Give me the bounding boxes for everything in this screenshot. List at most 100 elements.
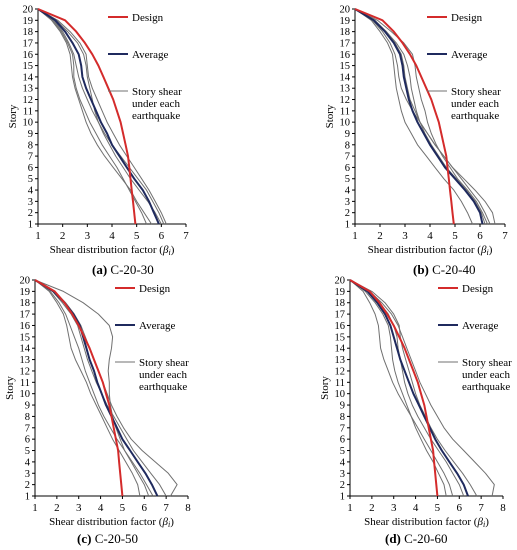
x-tick-label: 1 (347, 502, 353, 514)
y-tick-label: 10 (340, 118, 351, 129)
y-tick-label: 11 (335, 378, 345, 389)
x-tick-label: 3 (85, 230, 91, 242)
y-tick-label: 16 (340, 50, 351, 61)
y-tick-label: 19 (335, 287, 346, 298)
x-tick-label: 5 (134, 230, 140, 242)
design-line (37, 8, 137, 225)
y-tick-label: 4 (28, 186, 34, 197)
legend-earthquake-label-3: earthquake (132, 110, 180, 122)
y-tick-label: 8 (25, 412, 30, 423)
y-tick-label: 7 (340, 423, 345, 434)
y-tick-label: 18 (20, 298, 31, 309)
x-tick-label: 6 (457, 502, 463, 514)
y-tick-label: 8 (340, 412, 345, 423)
y-tick-label: 17 (23, 38, 34, 49)
y-tick-label: 2 (340, 480, 345, 491)
y-tick-label: 15 (20, 332, 31, 343)
legend-design-label: Design (451, 12, 483, 24)
y-tick-label: 20 (23, 5, 34, 16)
y-tick-label: 13 (335, 355, 346, 366)
y-tick-label: 10 (20, 389, 31, 400)
y-tick-label: 3 (340, 469, 345, 480)
x-tick-label: 7 (502, 230, 508, 242)
y-tick-label: 2 (345, 208, 350, 219)
earthquake-line-eq2 (349, 279, 478, 497)
y-tick-label: 16 (335, 321, 346, 332)
y-tick-label: 2 (25, 480, 30, 491)
y-tick-label: 11 (340, 106, 350, 117)
legend-earthquake-label-1: Story shear (139, 357, 189, 369)
legend-earthquake-label-1: Story shear (451, 86, 501, 98)
legend-earthquake-label-1: Story shear (132, 86, 182, 98)
legend-earthquake-label-2: under each (462, 369, 510, 381)
earthquake-line-eq2 (354, 8, 488, 225)
x-axis-title: Shear distribution factor (βi) (364, 516, 489, 529)
y-tick-label: 6 (345, 163, 350, 174)
y-tick-label: 14 (23, 72, 34, 83)
y-tick-label: 14 (20, 344, 31, 355)
y-tick-label: 5 (25, 446, 30, 457)
x-tick-label: 2 (60, 230, 66, 242)
y-tick-label: 20 (20, 276, 31, 287)
earthquake-line-eq5 (349, 279, 447, 497)
legend-average-label: Average (132, 49, 169, 61)
y-tick-label: 8 (345, 140, 350, 151)
y-tick-label: 20 (340, 5, 351, 16)
x-tick-label: 3 (402, 230, 408, 242)
earthquake-line-eq3 (349, 279, 454, 497)
caption-b: (b) C-20-40 (413, 262, 475, 278)
average-line (349, 279, 469, 497)
y-tick-label: 20 (335, 276, 346, 287)
x-axis-title: Shear distribution factor (βi) (49, 516, 174, 529)
legend-earthquake-label-3: earthquake (139, 381, 187, 393)
caption-letter: (d) (385, 531, 401, 546)
x-tick-label: 6 (477, 230, 483, 242)
y-tick-label: 9 (25, 401, 30, 412)
caption-a: (a) C-20-30 (92, 262, 154, 278)
y-tick-label: 19 (20, 287, 31, 298)
x-tick-label: 7 (163, 502, 169, 514)
y-tick-label: 14 (335, 344, 346, 355)
y-tick-label: 15 (335, 332, 346, 343)
x-tick-label: 3 (76, 502, 82, 514)
x-tick-label: 4 (413, 502, 419, 514)
y-tick-label: 19 (23, 16, 34, 27)
earthquake-line-eq1 (354, 8, 496, 225)
y-tick-label: 4 (25, 457, 31, 468)
caption-name: C-20-30 (110, 262, 154, 277)
y-tick-label: 6 (340, 435, 345, 446)
y-tick-label: 11 (23, 106, 33, 117)
y-tick-label: 3 (25, 469, 30, 480)
y-tick-label: 13 (23, 84, 34, 95)
y-tick-label: 2 (28, 208, 33, 219)
x-tick-label: 2 (377, 230, 383, 242)
legend-design-label: Design (139, 283, 171, 295)
legend-design-label: Design (132, 12, 164, 24)
y-axis-title: Story (4, 376, 16, 400)
y-tick-label: 5 (340, 446, 345, 457)
caption-name: C-20-60 (404, 531, 448, 546)
legend-average-label: Average (451, 49, 488, 61)
x-tick-label: 7 (183, 230, 189, 242)
average-line (37, 8, 160, 225)
y-tick-label: 10 (335, 389, 346, 400)
x-tick-label: 2 (369, 502, 375, 514)
legend-earthquake-label-3: earthquake (451, 110, 499, 122)
x-tick-label: 1 (352, 230, 358, 242)
earthquake-line-eq1 (349, 279, 495, 497)
y-tick-label: 8 (28, 140, 33, 151)
x-tick-label: 4 (109, 230, 115, 242)
x-tick-label: 1 (32, 502, 38, 514)
legend-earthquake-label-2: under each (451, 98, 499, 110)
y-tick-label: 12 (20, 366, 31, 377)
y-tick-label: 6 (25, 435, 30, 446)
legend-earthquake-label-3: earthquake (462, 381, 510, 393)
y-tick-label: 1 (25, 492, 30, 503)
caption-letter: (a) (92, 262, 108, 277)
y-tick-label: 7 (25, 423, 30, 434)
earthquake-line-eq3 (354, 8, 473, 225)
legend-average-label: Average (139, 320, 176, 332)
